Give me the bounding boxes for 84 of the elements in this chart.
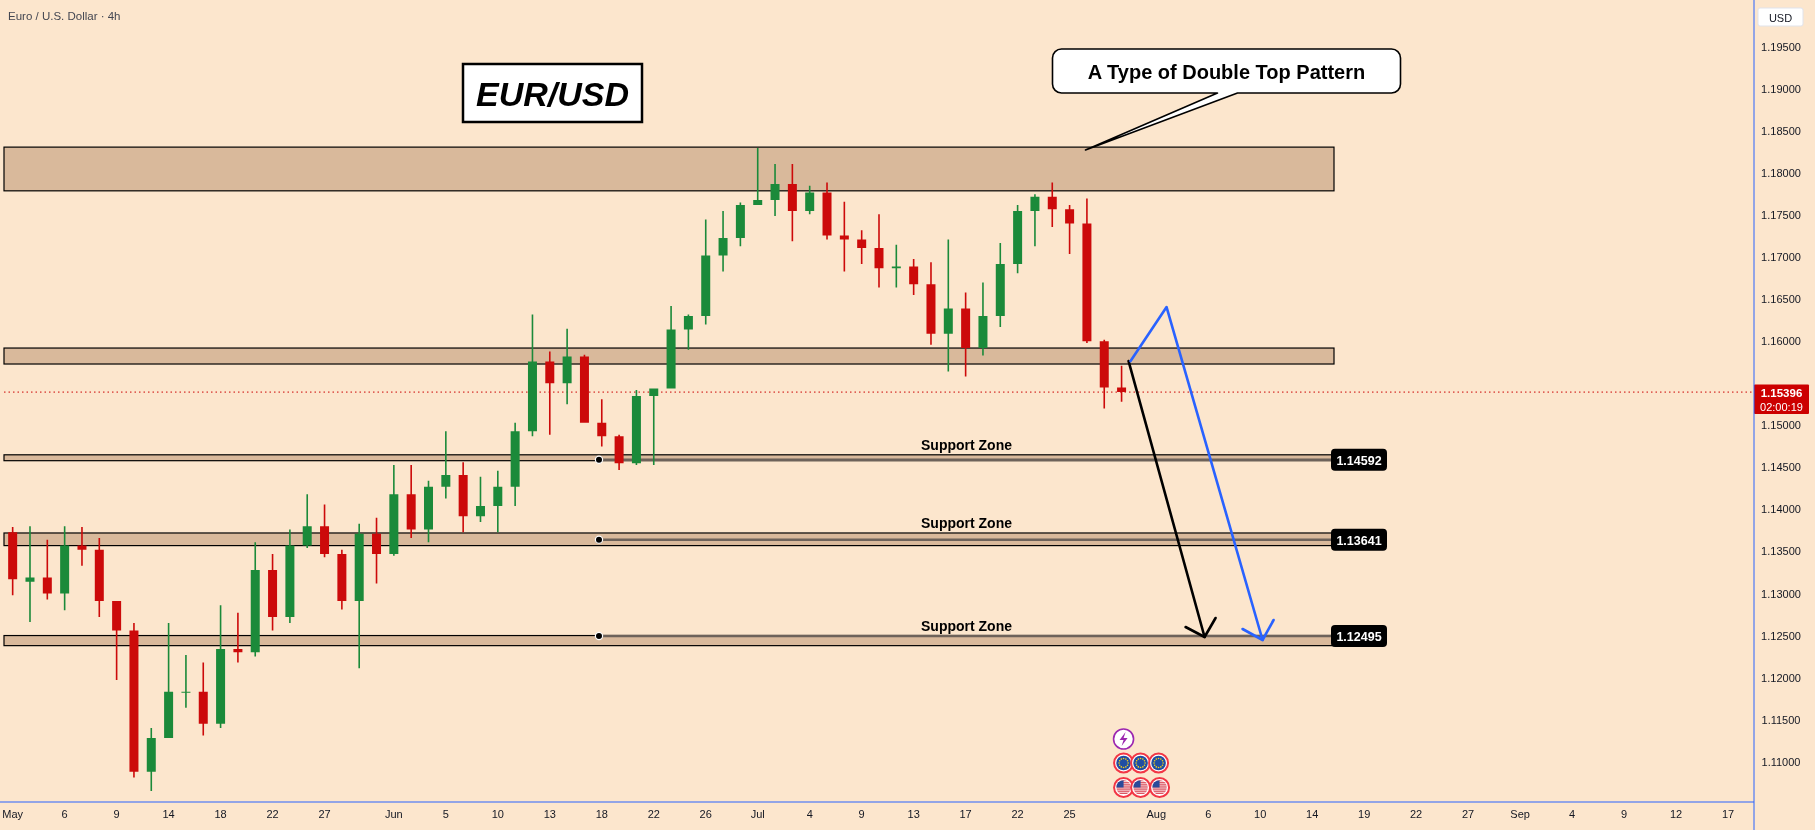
x-tick-label: 4: [1569, 808, 1576, 820]
y-tick-label: 1.14000: [1761, 503, 1801, 516]
ref-line-label: 1.15396: [1760, 387, 1803, 400]
x-tick-label: 10: [491, 808, 504, 820]
candlestick: [718, 211, 728, 272]
text: Euro / U.S. Dollar · 4h: [8, 10, 121, 22]
x-tick-label: 9: [858, 808, 865, 820]
y-tick-label: 1.17000: [1761, 251, 1801, 264]
candlestick: [233, 612, 243, 663]
candlestick: [406, 464, 416, 539]
y-tick-label: 1.16500: [1761, 293, 1801, 306]
y-tick-label: 1.15000: [1761, 419, 1801, 432]
x-tick-label: Jul: [750, 808, 765, 820]
candlestick: [77, 527, 87, 566]
candlestick: [597, 399, 607, 447]
candlestick: [146, 728, 156, 792]
x-tick-label: 13: [907, 808, 920, 820]
x-tick-label: 19: [1358, 808, 1371, 820]
candlestick: [874, 214, 884, 288]
y-tick-label: 1.18500: [1761, 125, 1801, 138]
candlestick: [770, 163, 780, 217]
y-tick-label: 1.13500: [1761, 545, 1801, 558]
y-tick-label: 1.16000: [1761, 335, 1801, 348]
y-axis-title: USD: [1768, 11, 1793, 24]
x-tick-label: 22: [266, 808, 279, 820]
candlestick: [562, 328, 572, 405]
text: 02:00:19: [1760, 401, 1803, 414]
y-tick-label: 1.18000: [1761, 167, 1801, 180]
candlestick: [649, 388, 659, 465]
x-tick-label: 9: [113, 808, 120, 820]
annotation: A Type of Double Top Pattern: [1087, 61, 1366, 83]
x-tick-label: 22: [647, 808, 660, 820]
x-tick-label: 22: [1410, 808, 1423, 820]
ref-line-label: 1.12495: [1336, 629, 1382, 644]
x-tick-label: 13: [543, 808, 556, 820]
candlestick: [441, 431, 451, 499]
x-tick-label: 6: [1205, 808, 1212, 820]
x-tick-label: 26: [699, 808, 712, 820]
band-label: Support Zone: [921, 514, 1013, 531]
x-tick-label: 6: [61, 808, 68, 820]
candlestick: [545, 351, 555, 435]
band-label: Support Zone: [921, 617, 1013, 634]
y-tick-label: 1.14500: [1761, 461, 1801, 474]
candlestick: [1047, 182, 1057, 227]
ref-line-label: 1.13641: [1336, 533, 1382, 548]
y-tick-label: 1.19000: [1761, 83, 1801, 96]
x-tick-label: 27: [318, 808, 331, 820]
candlestick: [354, 523, 364, 669]
x-tick-label: 10: [1254, 808, 1267, 820]
x-tick-label: 17: [1721, 808, 1735, 820]
x-tick-label: 18: [214, 808, 227, 820]
candlestick: [978, 282, 988, 356]
x-tick-label: 17: [959, 808, 972, 820]
x-tick-label: 27: [1461, 808, 1475, 820]
candlestick: [753, 147, 763, 206]
candlestick: [493, 470, 503, 533]
candlestick: [25, 526, 35, 623]
x-tick-label: 12: [1669, 808, 1683, 820]
x-tick-label: 4: [806, 808, 813, 820]
x-tick-label: Aug: [1146, 808, 1167, 820]
x-tick-label: 25: [1063, 808, 1076, 820]
text: EUR/USD: [475, 75, 630, 113]
candlestick: [198, 662, 208, 736]
y-tick-label: 1.11500: [1761, 713, 1801, 726]
band-label: Support Zone: [921, 436, 1013, 453]
candlestick: [181, 654, 191, 708]
x-tick-label: Sep: [1510, 808, 1530, 820]
x-tick-label: 9: [1620, 808, 1628, 820]
y-tick-label: 1.11000: [1761, 755, 1801, 768]
y-tick-label: 1.13000: [1761, 587, 1801, 600]
y-tick-label: 1.17500: [1761, 209, 1801, 222]
y-tick-label: 1.12500: [1761, 629, 1801, 642]
x-tick-label: 14: [162, 808, 175, 820]
x-tick-label: Jun: [384, 808, 403, 820]
y-tick-label: 1.12000: [1761, 671, 1801, 684]
x-tick-label: 22: [1011, 808, 1024, 820]
y-tick-label: 1.19500: [1761, 41, 1801, 54]
x-tick-label: 5: [442, 808, 449, 820]
x-tick-label: 14: [1306, 808, 1319, 820]
candlestick: [1030, 194, 1040, 247]
x-tick-label: 18: [595, 808, 608, 820]
candlestick: [302, 494, 312, 549]
ref-line-label: 1.14592: [1336, 453, 1382, 468]
x-tick-label: May: [2, 808, 24, 820]
